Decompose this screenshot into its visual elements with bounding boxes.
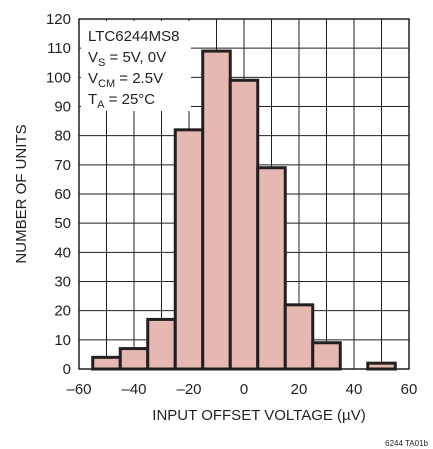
y-axis-title: NUMBER OF UNITS bbox=[13, 124, 30, 263]
annotation-part: LTC6244MS8 bbox=[88, 28, 179, 45]
y-tick-label: 30 bbox=[54, 274, 71, 291]
histogram-bar bbox=[91, 355, 122, 371]
x-tick-labels: –60 –40 –20 0 20 40 60 bbox=[66, 381, 417, 398]
y-tick-label: 100 bbox=[46, 69, 71, 86]
y-tick-label: 40 bbox=[54, 244, 71, 261]
y-tick-label: 20 bbox=[54, 303, 71, 320]
x-tick-label: 0 bbox=[240, 381, 248, 398]
histogram-bar bbox=[201, 49, 232, 371]
annotation-vcm: VCM = 2.5V bbox=[88, 70, 163, 90]
histogram-bar bbox=[228, 78, 260, 371]
y-tick-label: 10 bbox=[54, 332, 71, 349]
y-tick-label: 0 bbox=[63, 361, 71, 378]
plot-frame bbox=[78, 18, 410, 370]
x-tick-label: –20 bbox=[176, 381, 201, 398]
y-tick-label: 120 bbox=[46, 11, 71, 28]
histogram-bar bbox=[146, 317, 177, 371]
histogram-bar bbox=[118, 347, 150, 371]
x-tick-label: 60 bbox=[401, 381, 418, 398]
figure-id: 6244 TA01b bbox=[385, 439, 428, 448]
histogram-bar bbox=[256, 166, 287, 371]
x-tick-label: 40 bbox=[346, 381, 363, 398]
annotation-box bbox=[81, 21, 191, 111]
y-tick-label: 90 bbox=[54, 99, 71, 116]
histogram-bar bbox=[283, 303, 315, 371]
y-tick-labels: 0 10 20 30 40 50 60 70 80 90 100 110 120 bbox=[46, 11, 71, 378]
annotation-ta: TA = 25°C bbox=[88, 91, 155, 111]
annotation-vs: VS = 5V, 0V bbox=[88, 49, 166, 69]
histogram-bar bbox=[173, 128, 205, 371]
y-tick-label: 60 bbox=[54, 186, 71, 203]
y-tick-label: 70 bbox=[54, 157, 71, 174]
x-axis-title: INPUT OFFSET VOLTAGE (µV) bbox=[152, 407, 365, 424]
y-tick-label: 50 bbox=[54, 215, 71, 232]
x-tick-label: –40 bbox=[121, 381, 146, 398]
histogram-bar bbox=[311, 341, 342, 371]
histogram-bar bbox=[366, 361, 397, 371]
y-tick-label: 80 bbox=[54, 128, 71, 145]
x-tick-label: 20 bbox=[291, 381, 308, 398]
x-tick-label: –60 bbox=[66, 381, 91, 398]
y-tick-label: 110 bbox=[47, 40, 71, 57]
